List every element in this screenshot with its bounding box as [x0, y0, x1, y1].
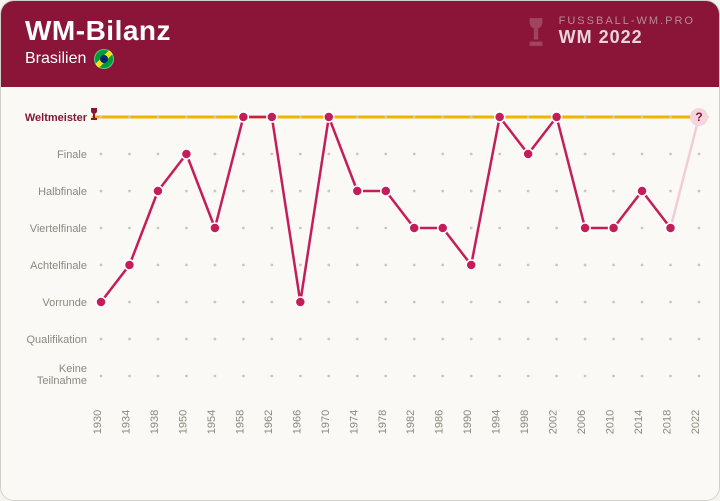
- x-axis-label: 1950: [177, 410, 189, 434]
- x-axis-label: 1974: [348, 410, 360, 434]
- brand-block: FUSSBALL-WM.PRO WM 2022: [523, 15, 695, 48]
- chart-svg: Weltmeister Finale Halbfinale Viertelfinale…: [1, 87, 720, 501]
- x-axis-label: 1938: [149, 410, 161, 434]
- x-axis-label: 1994: [491, 410, 503, 434]
- card: WM-Bilanz Brasilien FUSSBALL-WM.PRO WM 2…: [0, 0, 720, 501]
- y-axis-label: Finale: [57, 149, 87, 161]
- x-axis-label: 2014: [633, 410, 645, 434]
- x-axis-label: 1954: [206, 410, 218, 434]
- x-axis-label: 2002: [548, 410, 560, 434]
- x-axis-label: 1934: [120, 410, 132, 434]
- title-block: WM-Bilanz Brasilien: [25, 15, 171, 69]
- x-axis-label: 1970: [320, 410, 332, 434]
- x-axis-label: 1998: [519, 410, 531, 434]
- future-marker: ?: [695, 110, 702, 124]
- x-axis-label: 1958: [234, 410, 246, 434]
- y-axis-label: Achtelfinale: [30, 260, 87, 272]
- x-axis-label: 2022: [690, 410, 702, 434]
- x-axis-label: 1982: [405, 410, 417, 434]
- x-axis-label: 1978: [377, 410, 389, 434]
- trophy-icon: [523, 16, 549, 48]
- brand-line2: WM 2022: [559, 27, 695, 48]
- y-axis-label: Teilnahme: [37, 375, 87, 387]
- y-axis-label: Weltmeister: [25, 112, 88, 124]
- x-axis-label: 1962: [263, 410, 275, 434]
- chart-area: Weltmeister Finale Halbfinale Viertelfinale…: [1, 87, 719, 501]
- brazil-flag-icon: [94, 49, 114, 69]
- y-axis-label: Keine: [59, 363, 87, 375]
- y-axis-label: Qualifikation: [26, 334, 87, 346]
- brand-line1: FUSSBALL-WM.PRO: [559, 15, 695, 27]
- x-axis-label: 2010: [605, 410, 617, 434]
- x-axis-label: 2006: [576, 410, 588, 434]
- y-axis-label: Vorrunde: [42, 297, 87, 309]
- subtitle: Brasilien: [25, 50, 86, 68]
- header: WM-Bilanz Brasilien FUSSBALL-WM.PRO WM 2…: [1, 1, 719, 87]
- x-axis-label: 1966: [291, 410, 303, 434]
- x-axis-label: 1990: [462, 410, 474, 434]
- x-axis-label: 1930: [92, 410, 104, 434]
- x-axis-label: 2018: [662, 410, 674, 434]
- x-axis-label: 1986: [434, 410, 446, 434]
- subtitle-row: Brasilien: [25, 49, 171, 69]
- y-axis-label: Viertelfinale: [30, 223, 87, 235]
- page-title: WM-Bilanz: [25, 15, 171, 47]
- y-axis-label: Halbfinale: [38, 186, 87, 198]
